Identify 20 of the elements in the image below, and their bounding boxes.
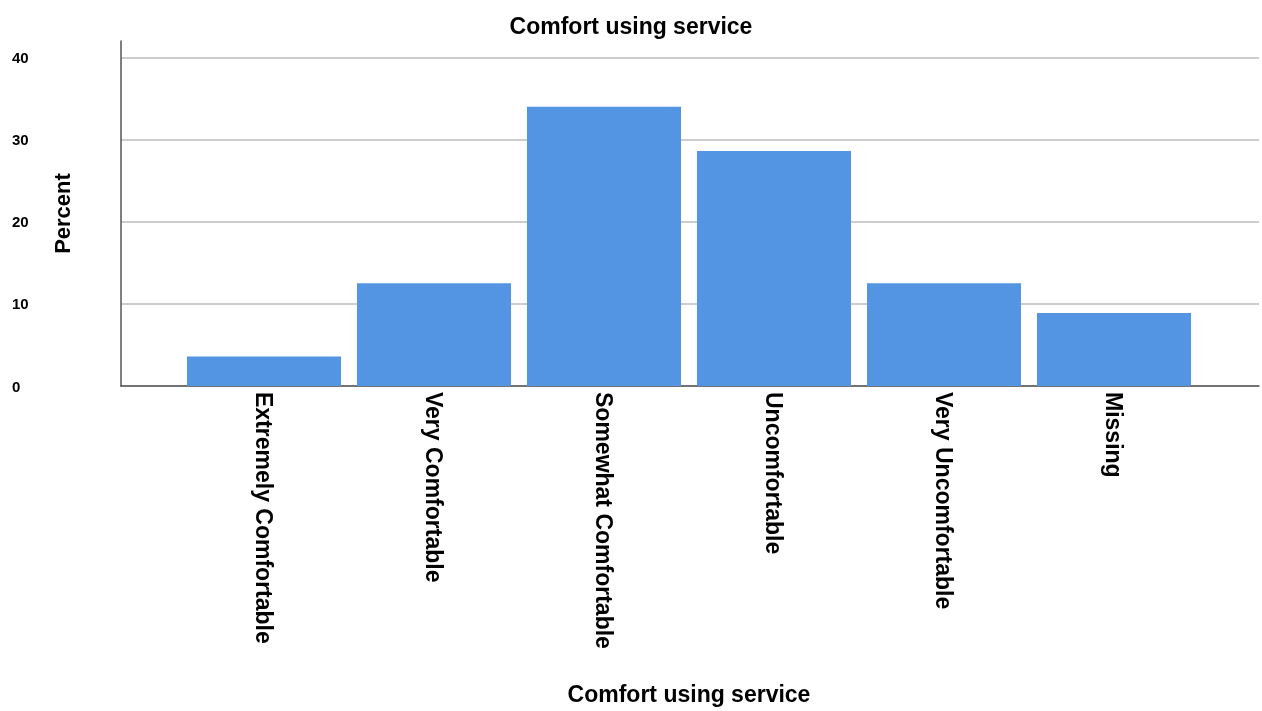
bar: [526, 106, 682, 386]
bar: [186, 356, 342, 386]
chart-title: Comfort using service: [509, 12, 753, 39]
y-tick-label: 20: [12, 213, 29, 231]
y-tick-label: 10: [12, 295, 29, 313]
y-axis-title: Percent: [49, 172, 75, 254]
x-axis-title: Comfort using service: [567, 680, 811, 707]
bar: [1036, 312, 1192, 386]
bar: [356, 283, 512, 386]
x-tick-label: Very Comfortable: [421, 392, 447, 583]
y-tick-label: 0: [12, 377, 21, 395]
bar: [696, 151, 852, 386]
y-tick-label: 40: [12, 48, 29, 66]
y-tick-label: 30: [12, 131, 29, 149]
x-tick-label: Extremely Comfortable: [251, 392, 277, 644]
bar: [866, 283, 1022, 386]
x-tick-label: Missing: [1101, 392, 1127, 478]
x-tick-label: Somewhat Comfortable: [591, 392, 617, 649]
x-tick-label: Uncomfortable: [761, 392, 787, 555]
x-tick-label: Very Uncomfortable: [931, 392, 957, 610]
